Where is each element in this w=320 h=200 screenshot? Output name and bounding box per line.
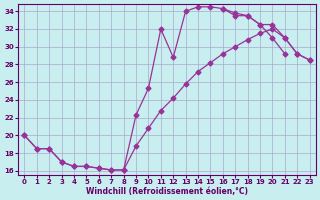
X-axis label: Windchill (Refroidissement éolien,°C): Windchill (Refroidissement éolien,°C)	[86, 187, 248, 196]
